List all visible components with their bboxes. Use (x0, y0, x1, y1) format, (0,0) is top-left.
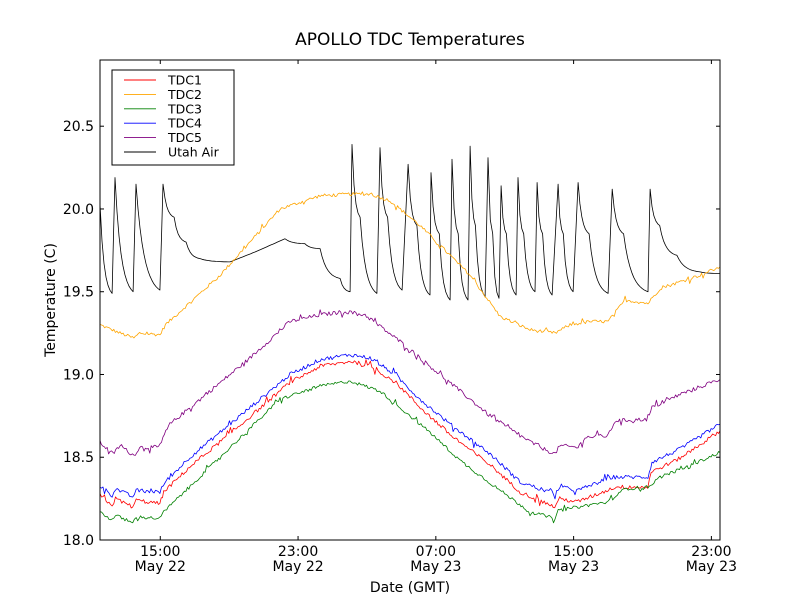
x-tick-label-date: May 22 (135, 559, 186, 575)
legend-label-tdc5: TDC5 (167, 130, 202, 145)
series-line-tdc2 (99, 191, 721, 339)
y-tick-label: 20.0 (63, 202, 94, 218)
legend-label-tdc2: TDC2 (167, 87, 202, 102)
axes-frame (99, 59, 721, 541)
series-line-tdc1 (99, 359, 721, 509)
series-line-tdc3 (99, 380, 721, 524)
x-tick-label-time: 15:00 (553, 544, 593, 560)
x-axis-label: Date (GMT) (370, 580, 450, 596)
chart-title: APOLLO TDC Temperatures (295, 30, 525, 50)
y-tick-label: 19.5 (63, 285, 94, 301)
x-tick-label-date: May 22 (272, 559, 323, 575)
x-tick-label-date: May 23 (410, 559, 461, 575)
x-tick-label-time: 23:00 (278, 544, 318, 560)
x-tick-label-date: May 23 (686, 559, 737, 575)
y-axis-label: Temperature (C) (43, 243, 59, 358)
series-layer (99, 143, 721, 524)
legend-label-tdc1: TDC1 (167, 73, 202, 88)
series-line-tdc5 (99, 309, 721, 456)
legend-label-tdc4: TDC4 (167, 116, 202, 131)
y-tick-label: 20.5 (63, 119, 94, 135)
legend-label-utah-air: Utah Air (168, 145, 220, 160)
x-tick-label-date: May 23 (548, 559, 599, 575)
series-line-utah-air (99, 143, 720, 301)
y-tick-label: 18.5 (63, 450, 94, 466)
y-tick-label: 19.0 (63, 367, 94, 383)
x-tick-label-time: 23:00 (691, 544, 731, 560)
legend-label-tdc3: TDC3 (167, 101, 202, 116)
y-tick-label: 18.0 (63, 533, 94, 549)
x-tick-label-time: 07:00 (416, 544, 456, 560)
series-line-tdc4 (99, 353, 721, 500)
x-tick-label-time: 15:00 (140, 544, 180, 560)
legend-box (111, 69, 235, 166)
